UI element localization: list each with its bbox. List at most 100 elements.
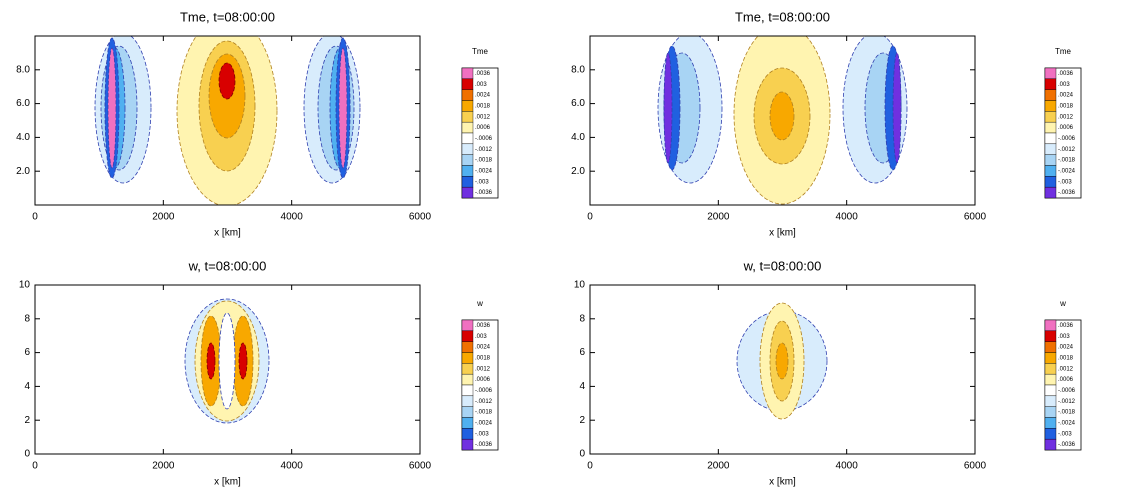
colorbar-label: -.0036 (1058, 442, 1076, 448)
x-axis-label: x [km] (214, 477, 241, 488)
x-tick-label: 0 (587, 212, 593, 223)
colorbar-label: .0012 (1058, 366, 1074, 372)
colorbar-swatch (461, 363, 474, 375)
colorbar-label: -.0012 (1058, 147, 1076, 153)
colorbar-label: -.0012 (475, 399, 493, 405)
colorbar-swatch (1044, 384, 1057, 397)
colorbar-label: -.0024 (1058, 420, 1076, 426)
colorbar-swatch (1044, 67, 1057, 80)
chart-title: w, t=08:00:00 (188, 258, 267, 273)
colorbar-swatch (1044, 143, 1057, 155)
colorbar-swatch (1044, 428, 1057, 440)
x-tick-label: 0 (587, 461, 593, 472)
contour-field (736, 302, 828, 420)
chart-title: w, t=08:00:00 (743, 258, 822, 273)
colorbar-swatch (1044, 186, 1057, 199)
colorbar-label: -.0018 (1058, 158, 1076, 164)
contour-field (184, 298, 270, 424)
colorbar-swatch (461, 341, 474, 353)
colorbar-swatch (461, 186, 474, 199)
colorbar-swatch (461, 428, 474, 440)
colorbar-swatch (461, 67, 474, 80)
y-tick-label: 6 (579, 347, 585, 358)
colorbar-label: -.0036 (475, 190, 493, 196)
colorbar-label: -.0024 (475, 420, 493, 426)
colorbar-label: -.0036 (475, 442, 493, 448)
colorbar-swatch (1044, 154, 1057, 166)
colorbar-swatch (461, 78, 474, 90)
x-tick-label: 0 (32, 461, 38, 472)
colorbar-label: -.003 (1058, 431, 1072, 437)
colorbar-label: -.003 (475, 179, 489, 185)
colorbar-swatch (1044, 373, 1057, 386)
x-tick-label: 6000 (964, 461, 987, 472)
colorbar-label: .003 (475, 334, 487, 340)
colorbar-swatch (461, 319, 474, 332)
x-tick-label: 4000 (836, 212, 859, 223)
colorbar-label: .0018 (475, 103, 491, 109)
colorbar-swatch (461, 100, 474, 112)
colorbar-swatch (1044, 176, 1057, 188)
y-tick-label: 8.0 (571, 64, 585, 75)
colorbar-label: .003 (475, 82, 487, 88)
colorbar-swatch (1044, 395, 1057, 407)
y-tick-label: 8.0 (16, 64, 30, 75)
colorbar-swatch (1044, 363, 1057, 375)
colorbar-swatch (1044, 352, 1057, 364)
colorbar-swatch (461, 143, 474, 155)
colorbar-label: .003 (1058, 82, 1070, 88)
y-tick-label: 0 (579, 449, 585, 460)
colorbar-title: Tme (472, 47, 489, 56)
colorbar-swatch (1044, 100, 1057, 112)
colorbar-swatch (461, 352, 474, 364)
colorbar-label: -.0018 (475, 158, 493, 164)
colorbar-title: w (476, 299, 483, 308)
colorbar-label: .0024 (475, 345, 491, 351)
colorbar-label: -.0006 (1058, 388, 1076, 394)
y-tick-label: 8 (24, 313, 30, 324)
x-tick-label: 2000 (152, 212, 175, 223)
colorbar-swatch (461, 176, 474, 188)
colorbar-swatch (461, 417, 474, 429)
colorbar-swatch (1044, 121, 1057, 134)
y-tick-label: 6.0 (571, 98, 585, 109)
colorbar-swatch (461, 89, 474, 101)
x-tick-label: 4000 (836, 461, 859, 472)
plot-frame (34, 284, 421, 455)
y-tick-label: 4 (579, 381, 585, 392)
x-tick-label: 2000 (152, 461, 175, 472)
colorbar-swatch (461, 438, 474, 451)
colorbar-label: -.0036 (1058, 190, 1076, 196)
y-tick-label: 8 (579, 313, 585, 324)
colorbar-swatch (461, 395, 474, 407)
colorbar-swatch (1044, 111, 1057, 123)
colorbar-swatch (1044, 417, 1057, 429)
y-tick-label: 0 (24, 449, 30, 460)
colorbar-label: .0006 (1058, 377, 1074, 383)
colorbar-swatch (1044, 78, 1057, 90)
y-tick-label: 2 (579, 415, 585, 426)
y-tick-label: 4 (24, 381, 30, 392)
colorbar-label: -.0018 (475, 410, 493, 416)
x-tick-label: 0 (32, 212, 38, 223)
x-tick-label: 2000 (707, 461, 730, 472)
x-tick-label: 6000 (409, 461, 432, 472)
colorbar-label: .0018 (475, 355, 491, 361)
chart-title: Tme, t=08:00:00 (735, 9, 830, 24)
x-axis-label: x [km] (214, 228, 241, 239)
colorbar-swatch (461, 330, 474, 342)
plot-frame (589, 35, 976, 206)
colorbar-label: .0012 (475, 366, 491, 372)
colorbar-swatch (1044, 165, 1057, 177)
colorbar-label: .0012 (1058, 114, 1074, 120)
colorbar-label: -.0006 (1058, 136, 1076, 142)
colorbar-swatch (461, 406, 474, 418)
colorbar-label: .0018 (1058, 355, 1074, 361)
x-axis-label: x [km] (769, 477, 796, 488)
colorbar-label: -.0012 (1058, 399, 1076, 405)
colorbar-label: -.0018 (1058, 410, 1076, 416)
colorbar-label: -.0012 (475, 147, 493, 153)
y-tick-label: 6.0 (16, 98, 30, 109)
colorbar-label: .0036 (475, 71, 491, 77)
